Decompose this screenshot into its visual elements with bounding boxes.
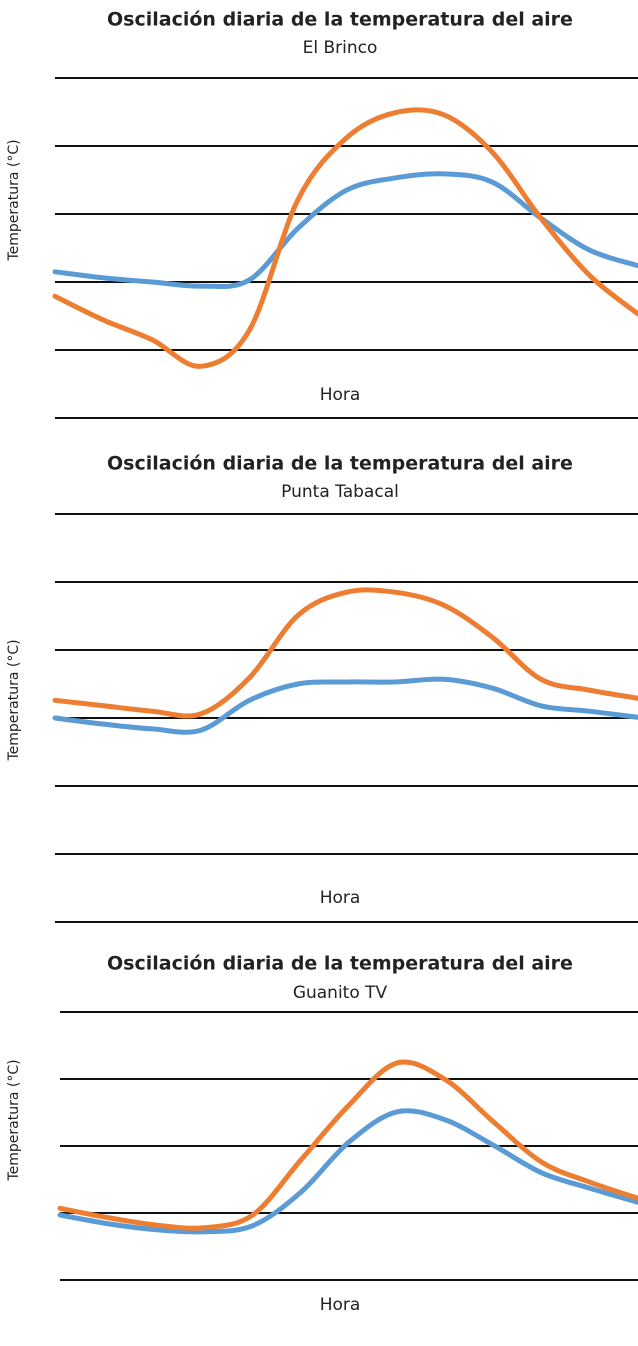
y-axis-label: Temperatura (°C) <box>6 139 22 261</box>
series-line <box>57 1059 638 1231</box>
chart-title: Oscilación diaria de la temperatura del … <box>107 9 573 31</box>
chart-subtitle: El Brinco <box>303 38 378 58</box>
series-line <box>52 107 638 369</box>
series-line <box>52 587 638 719</box>
y-axis-label: Temperatura (°C) <box>6 639 22 761</box>
y-axis-label: Temperatura (°C) <box>6 1059 22 1181</box>
chart-subtitle: Guanito TV <box>293 983 388 1003</box>
series-line <box>57 1108 638 1235</box>
chart-title: Oscilación diaria de la temperatura del … <box>107 953 573 975</box>
x-axis-label: Hora <box>320 385 361 405</box>
chart-subtitle: Punta Tabacal <box>281 482 399 502</box>
x-axis-label: Hora <box>320 1295 361 1315</box>
chart-title: Oscilación diaria de la temperatura del … <box>107 453 573 475</box>
x-axis-label: Hora <box>320 888 361 908</box>
series-line <box>52 676 638 735</box>
